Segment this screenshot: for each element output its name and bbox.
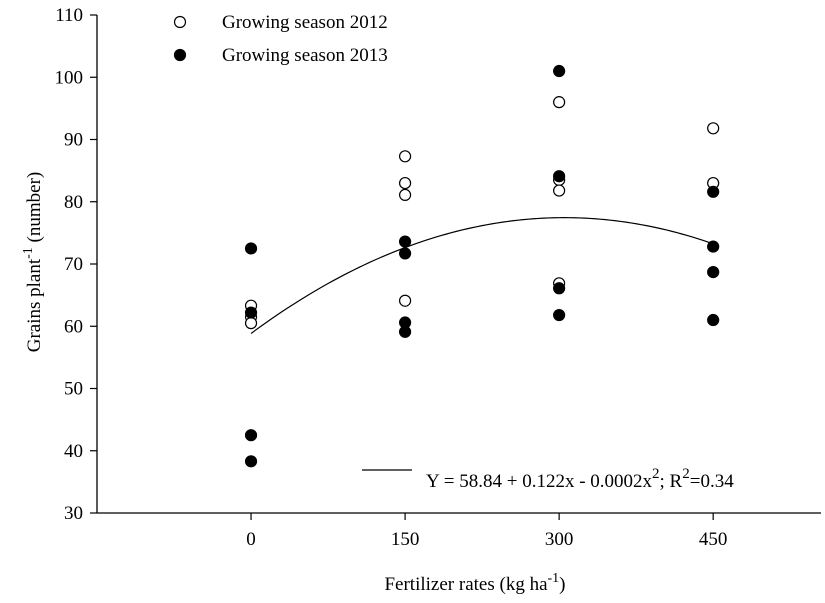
point-season-2013: [707, 185, 720, 198]
point-season-2013: [398, 247, 412, 260]
legend-label-2013: Growing season 2013: [222, 45, 388, 66]
y-tick-label: 80: [64, 192, 83, 213]
point-season-2013: [553, 308, 566, 322]
x-axis-label-sup: -1: [548, 571, 560, 586]
point-season-2013: [707, 313, 720, 327]
y-axis-label: Grains plant-1 (number): [21, 172, 45, 353]
y-tick-label: 90: [64, 130, 83, 151]
point-season-2012: [398, 294, 412, 307]
point-season-2013: [553, 170, 566, 183]
x-axis-label: Fertilizer rates (kg ha-1): [384, 571, 565, 595]
data-points: [244, 64, 720, 468]
x-tick-label: 300: [545, 529, 574, 550]
fit-equation-sup: 2: [652, 466, 660, 482]
y-tick-label: 110: [55, 5, 83, 26]
y-tick-label: 70: [64, 254, 83, 275]
point-season-2012: [244, 317, 258, 330]
legend-marker-2012: [173, 15, 187, 29]
point-season-2012: [398, 150, 412, 163]
y-tick-label: 40: [64, 441, 83, 462]
x-axis-label-end: ): [559, 574, 565, 595]
y-tick-label: 60: [64, 316, 83, 337]
point-season-2013: [553, 282, 566, 295]
fit-equation-sup2: 2: [682, 466, 690, 482]
fit-curve-line: [250, 217, 714, 334]
legend-label-2012: Growing season 2012: [222, 12, 388, 33]
y-axis-label-main: Grains plant: [24, 258, 45, 352]
fit-equation-mid: ; R: [660, 471, 683, 492]
point-season-2013: [398, 325, 412, 338]
y-tick-label: 30: [64, 503, 83, 524]
point-season-2013: [707, 265, 720, 279]
y-axis-label-sup: -1: [21, 247, 36, 259]
point-season-2013: [244, 242, 258, 255]
fit-equation-main: Y = 58.84 + 0.122x - 0.0002x: [426, 471, 653, 492]
point-season-2012: [398, 176, 412, 190]
fit-curve: [250, 217, 714, 471]
fit-equation-label: Y = 58.84 + 0.122x - 0.0002x2; R2=0.34: [426, 466, 734, 492]
point-season-2013: [553, 64, 566, 78]
x-tick-label: 150: [391, 529, 420, 550]
point-season-2013: [244, 306, 258, 319]
point-season-2012: [553, 184, 566, 197]
point-season-2013: [707, 240, 720, 253]
point-season-2013: [398, 235, 412, 248]
x-tick-label: 450: [699, 529, 728, 550]
x-axis-label-main: Fertilizer rates (kg ha: [384, 574, 548, 595]
point-season-2013: [244, 455, 258, 468]
legend: Growing season 2012 Growing season 2013: [173, 12, 388, 66]
y-tick-label: 100: [55, 67, 84, 88]
x-tick-label: 0: [246, 529, 256, 550]
point-season-2012: [553, 96, 566, 109]
point-season-2012: [707, 122, 720, 135]
y-axis-label-end: (number): [24, 172, 45, 247]
legend-marker-2013: [173, 48, 187, 62]
y-tick-label: 50: [64, 379, 83, 400]
ticks: 30 40 50 60 70 80 90 100 110 0 150 300 450: [55, 5, 728, 550]
point-season-2013: [244, 429, 258, 442]
axes: [96, 15, 821, 514]
fit-equation-end: =0.34: [690, 471, 734, 492]
point-season-2012: [398, 188, 412, 202]
